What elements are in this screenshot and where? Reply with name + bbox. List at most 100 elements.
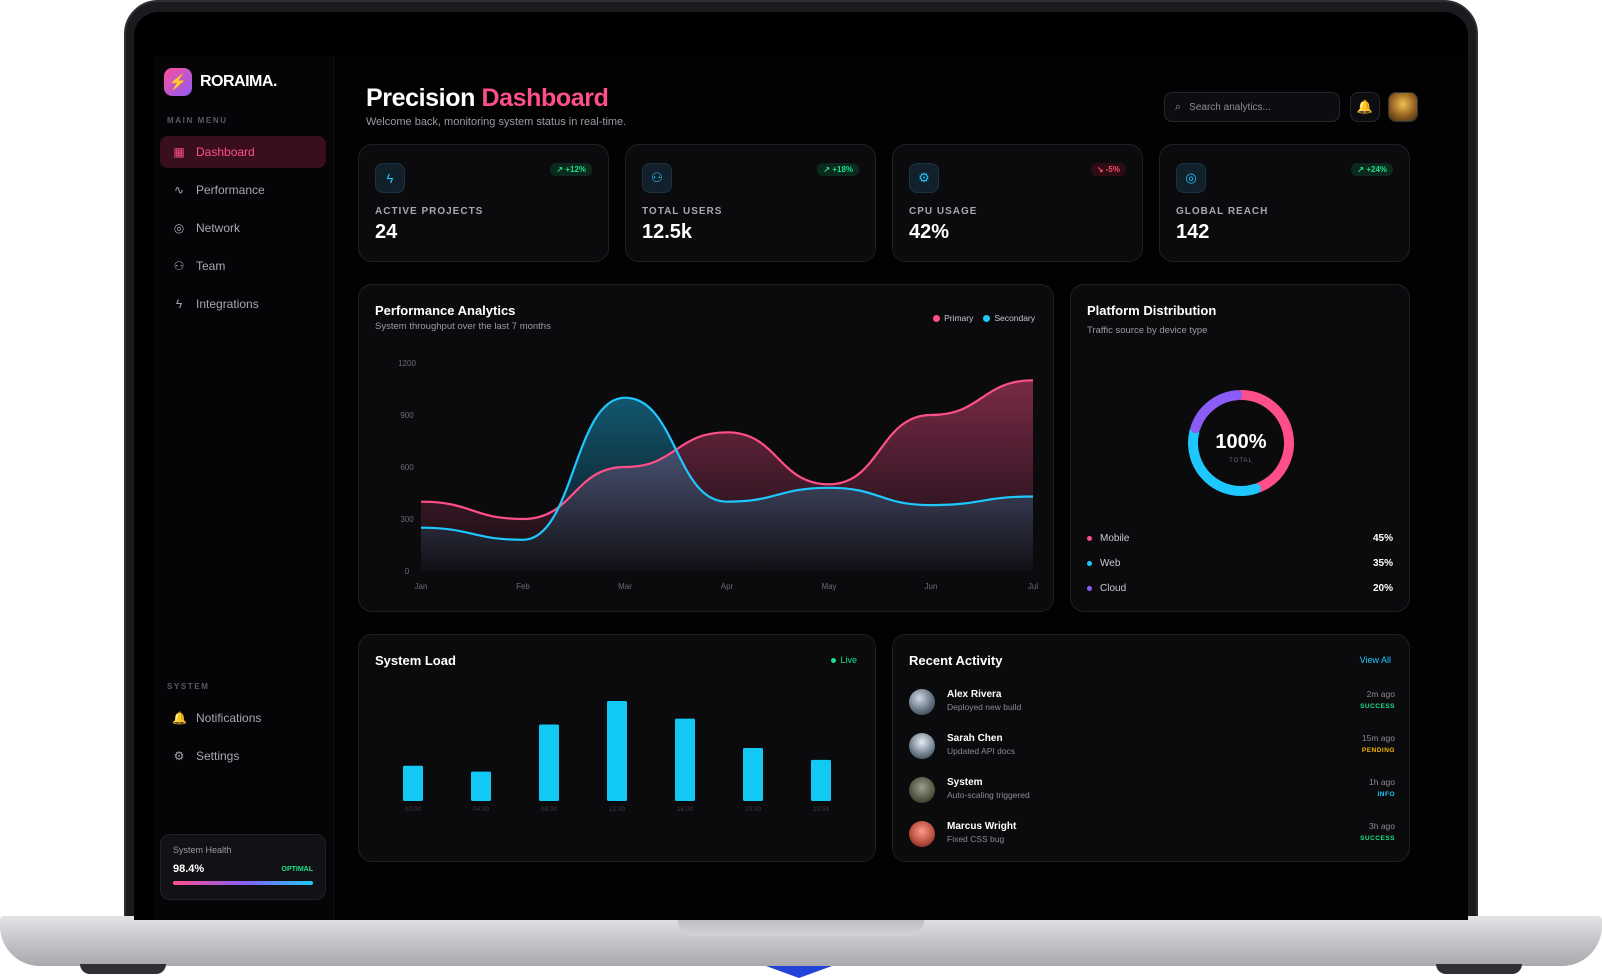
page-subtitle: Welcome back, monitoring system status i…	[366, 116, 627, 128]
platform-pct: 20%	[1372, 583, 1393, 594]
bar-label: 12:00	[609, 806, 626, 813]
trend-badge: ↗ +12%	[550, 163, 592, 176]
brand[interactable]: ⚡ RORAIMA.	[164, 68, 277, 96]
donut-slice-mobile	[1236, 390, 1294, 493]
y-tick-label: 900	[400, 411, 414, 420]
x-tick-label: Jun	[925, 582, 938, 591]
bar-label: 23:59	[813, 806, 830, 813]
stat-value: 42%	[909, 221, 950, 243]
page-title: Precision Dashboard	[366, 84, 609, 113]
users-icon: ⚇	[173, 259, 185, 273]
bolt-icon: ϟ	[375, 163, 405, 193]
status-badge: SUCCESS	[1360, 835, 1395, 842]
stat-label: ACTIVE PROJECTS	[375, 206, 484, 217]
platform-label: Cloud	[1100, 583, 1127, 594]
activity-desc: Deployed new build	[947, 702, 1022, 712]
live-indicator: Live	[831, 655, 857, 665]
stat-label: TOTAL USERS	[642, 206, 723, 217]
laptop-foot-right	[1436, 964, 1522, 974]
x-tick-label: Mar	[618, 582, 632, 591]
platform-list-item: Mobile 45%	[1087, 533, 1393, 544]
activity-time: 3h ago	[1369, 821, 1395, 831]
sidebar	[154, 56, 334, 920]
activity-item[interactable]: Alex Rivera Deployed new build 2m ago SUCCE…	[909, 687, 1395, 723]
sidebar-item-dashboard[interactable]: ▦ Dashboard	[160, 136, 326, 168]
grid-icon: ▦	[173, 145, 185, 159]
bell-icon[interactable]: 🔔	[1350, 92, 1380, 122]
users-icon: ⚇	[642, 163, 672, 193]
bolt-icon: ϟ	[175, 297, 183, 311]
x-tick-label: Jul	[1028, 582, 1038, 591]
avatar	[909, 821, 935, 847]
health-bar	[173, 881, 313, 885]
system-load-chart: 00:00 04:00 08:00 12:00 16:00 20:00 23:59	[403, 701, 831, 813]
sidebar-item-label: Settings	[196, 749, 240, 763]
y-tick-label: 300	[400, 515, 414, 524]
gear-icon: ⚙	[173, 749, 185, 763]
view-all-link[interactable]: View All	[1359, 655, 1391, 665]
performance-subtitle: System throughput over the last 7 months	[375, 321, 551, 332]
cpu-icon: ⚙	[909, 163, 939, 193]
platform-pct: 45%	[1372, 533, 1393, 544]
activity-name: Sarah Chen	[947, 733, 1003, 744]
user-avatar[interactable]	[1388, 92, 1418, 122]
sidebar-item-notifications[interactable]: 🔔 Notifications	[160, 702, 326, 734]
status-badge: INFO	[1377, 791, 1395, 798]
sidebar-item-team[interactable]: ⚇ Team	[160, 250, 326, 282]
health-value: 98.4%	[173, 863, 205, 875]
donut-slice-web	[1188, 426, 1261, 496]
activity-name: System	[947, 777, 983, 788]
activity-item[interactable]: System Auto-scaling triggered 1h ago INFO	[909, 775, 1395, 811]
stat-card: ⚇ ↗ +18% TOTAL USERS 12.5k	[625, 144, 876, 262]
globe-icon: ◎	[173, 221, 185, 235]
series-area-secondary	[421, 397, 1033, 571]
stat-card: ◎ ↗ +24% GLOBAL REACH 142	[1159, 144, 1410, 262]
bar-label: 08:00	[541, 806, 558, 813]
trend-badge: ↘ -5%	[1090, 163, 1126, 176]
laptop-notch	[678, 916, 924, 936]
donut-center-value: 100%	[1215, 431, 1266, 453]
brand-name: RORAIMA.	[200, 73, 277, 90]
performance-title: Performance Analytics	[375, 303, 516, 318]
sidebar-item-settings[interactable]: ⚙ Settings	[160, 740, 326, 772]
platform-pct: 35%	[1372, 558, 1393, 569]
bar-label: 04:00	[473, 806, 490, 813]
stat-label: GLOBAL REACH	[1176, 206, 1269, 217]
bell-icon: 🔔	[172, 711, 187, 725]
sidebar-item-integrations[interactable]: ϟ Integrations	[160, 288, 326, 320]
performance-card: Performance Analytics System throughput …	[358, 284, 1054, 612]
bar-08:00	[539, 724, 559, 801]
platform-label: Mobile	[1100, 533, 1130, 544]
sidebar-item-label: Team	[196, 259, 226, 273]
activity-desc: Updated API docs	[947, 746, 1016, 756]
stat-value: 142	[1176, 221, 1210, 243]
activity-name: Marcus Wright	[947, 821, 1017, 832]
sidebar-item-label: Network	[196, 221, 241, 235]
y-tick-label: 1200	[398, 359, 416, 368]
y-tick-label: 600	[400, 463, 414, 472]
x-tick-label: Jan	[415, 582, 428, 591]
trend-badge: ↗ +18%	[817, 163, 859, 176]
donut-center-label: TOTAL	[1229, 458, 1253, 464]
sidebar-item-network[interactable]: ◎ Network	[160, 212, 326, 244]
stat-value: 24	[375, 221, 398, 243]
sidebar-item-performance[interactable]: ∿ Performance	[160, 174, 326, 206]
activity-icon: ∿	[173, 183, 185, 197]
stat-card: ⚙ ↘ -5% CPU USAGE 42%	[892, 144, 1143, 262]
activity-item[interactable]: Sarah Chen Updated API docs 15m ago PENDING	[909, 731, 1395, 767]
laptop-tab	[766, 966, 832, 978]
platform-donut: 100% TOTAL	[1188, 390, 1294, 496]
activity-item[interactable]: Marcus Wright Fixed CSS bug 3h ago SUCCESS	[909, 819, 1395, 855]
platform-list-item: Cloud 20%	[1087, 583, 1393, 594]
bar-12:00	[607, 701, 627, 801]
x-tick-label: Feb	[516, 582, 530, 591]
search-box[interactable]: ⌕	[1164, 92, 1340, 122]
bolt-logo-icon: ⚡	[164, 68, 192, 96]
platform-card: Platform Distribution Traffic source by …	[1070, 284, 1410, 612]
search-icon: ⌕	[1175, 100, 1182, 113]
bar-00:00	[403, 765, 423, 801]
activity-time: 15m ago	[1361, 733, 1395, 743]
activity-time: 1h ago	[1369, 777, 1395, 787]
search-input[interactable]	[1189, 101, 1320, 113]
